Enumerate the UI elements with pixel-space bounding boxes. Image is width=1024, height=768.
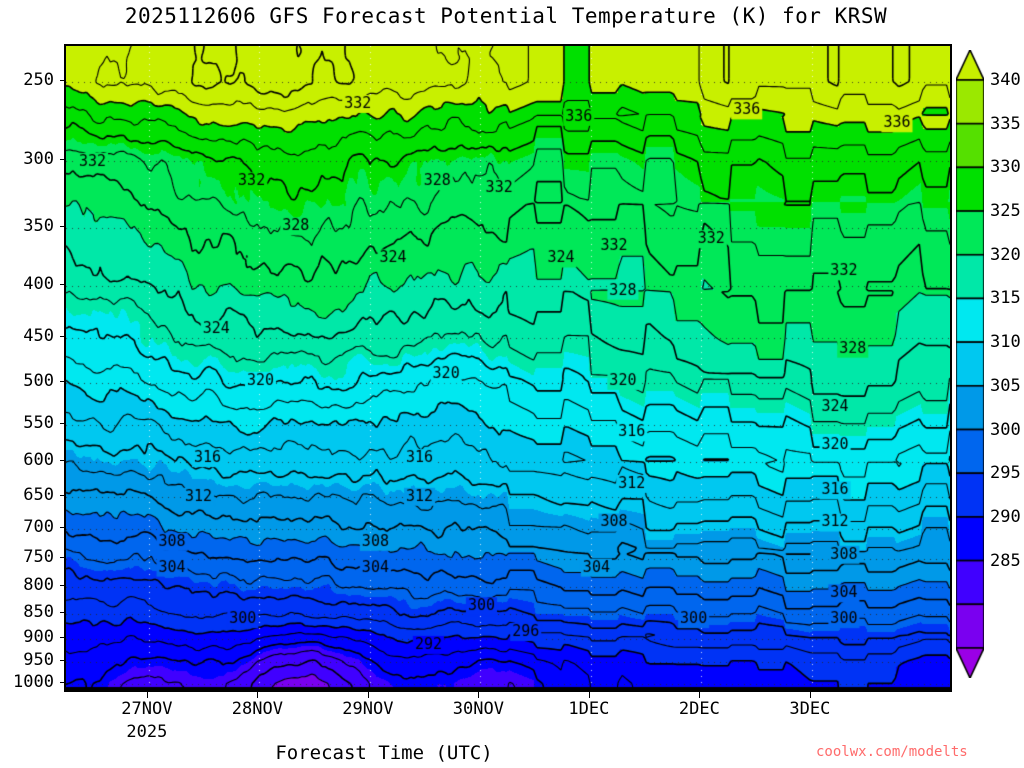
y-tick-mark [60, 381, 65, 383]
colorbar-tick-label: 290 [990, 506, 1021, 527]
y-tick-mark [60, 611, 65, 613]
colorbar-tick-label: 330 [990, 157, 1021, 178]
y-tick-label: 600 [23, 450, 54, 471]
y-tick-mark [60, 335, 65, 337]
y-tick-label: 750 [23, 547, 54, 568]
y-tick-label: 350 [23, 216, 54, 237]
y-tick-label: 800 [23, 575, 54, 596]
y-tick-mark [60, 495, 65, 497]
colorbar: 340 335 330 325 320 315 310 305 300 295 290 285 [956, 50, 1024, 690]
y-tick-label: 650 [23, 485, 54, 506]
colorbar-tick-label: 315 [990, 288, 1021, 309]
x-tick-mark [478, 692, 480, 698]
x-tick-mark [809, 692, 811, 698]
x-tick-mark [588, 692, 590, 698]
colorbar-tick-label: 305 [990, 375, 1021, 396]
page-title: 2025112606 GFS Forecast Potential Temper… [124, 4, 888, 28]
y-tick-label: 700 [23, 517, 54, 538]
x-tick-label: 30NOV [452, 699, 504, 719]
colorbar-tick-label: 335 [990, 113, 1021, 134]
y-tick-label: 950 [23, 650, 54, 671]
x-tick-mark [146, 692, 148, 698]
y-tick-label: 550 [23, 412, 54, 433]
y-tick-mark [60, 557, 65, 559]
x-tick-label: 2DEC [678, 699, 720, 719]
y-tick-label: 900 [23, 626, 54, 647]
y-tick-label: 850 [23, 601, 54, 622]
y-tick-mark [60, 159, 65, 161]
colorbar-canvas [956, 50, 984, 678]
y-tick-mark [60, 422, 65, 424]
plot-area [64, 44, 952, 692]
y-tick-label: 400 [23, 274, 54, 295]
y-tick-label: 250 [23, 70, 54, 91]
y-tick-label: 500 [23, 371, 54, 392]
y-tick-mark [60, 527, 65, 529]
y-tick-mark [60, 682, 65, 684]
y-tick-mark [60, 460, 65, 462]
x-tick-mark [367, 692, 369, 698]
x-tick-label: 3DEC [789, 699, 831, 719]
colorbar-tick-label: 325 [990, 201, 1021, 222]
x-axis-year-label: 2025 [126, 722, 168, 742]
colorbar-tick-label: 295 [990, 463, 1021, 484]
x-axis-title: Forecast Time (UTC) [275, 742, 493, 764]
colorbar-tick-label: 320 [990, 244, 1021, 265]
watermark: coolwx.com/modelts [816, 744, 968, 760]
colorbar-tick-label: 300 [990, 419, 1021, 440]
y-tick-mark [60, 585, 65, 587]
y-tick-label: 300 [23, 149, 54, 170]
colorbar-tick-label: 285 [990, 550, 1021, 571]
y-axis: 250 300 350 400 450 500 550 600 650 700 750 800 850 9… [0, 0, 65, 768]
x-tick-label: 27NOV [121, 699, 173, 719]
x-tick-label: 28NOV [231, 699, 283, 719]
y-tick-label: 450 [23, 325, 54, 346]
y-tick-mark [60, 660, 65, 662]
x-tick-mark [257, 692, 259, 698]
contour-plot-canvas [66, 46, 950, 690]
y-tick-mark [60, 636, 65, 638]
x-tick-label: 29NOV [342, 699, 394, 719]
y-tick-mark [60, 80, 65, 82]
y-tick-label: 1000 [13, 672, 54, 693]
y-tick-mark [60, 226, 65, 228]
colorbar-tick-label: 340 [990, 70, 1021, 90]
colorbar-tick-label: 310 [990, 332, 1021, 353]
x-tick-label: 1DEC [568, 699, 610, 719]
x-tick-mark [699, 692, 701, 698]
y-tick-mark [60, 284, 65, 286]
